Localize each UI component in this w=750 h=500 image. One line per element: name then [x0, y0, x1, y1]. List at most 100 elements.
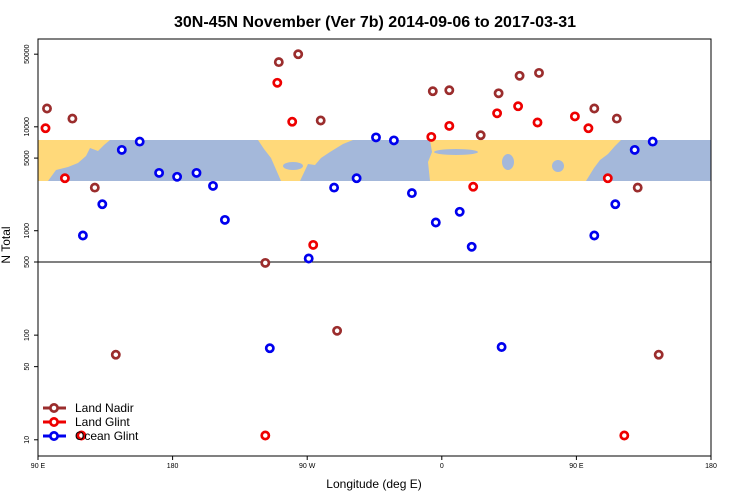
x-tick-label: 0	[440, 463, 444, 470]
x-tick-label: 180	[167, 463, 179, 470]
x-tick-label: 90 W	[299, 463, 316, 470]
y-tick-label: 50000	[24, 44, 31, 64]
chart-title: 30N-45N November (Ver 7b) 2014-09-06 to …	[174, 14, 576, 31]
legend-entry-land-glint: Land Glint	[43, 415, 130, 429]
y-tick-label: 10	[24, 436, 31, 444]
data-point	[532, 117, 543, 128]
map-island	[111, 154, 117, 162]
data-point	[134, 136, 145, 147]
data-point	[191, 167, 202, 178]
data-point	[208, 180, 218, 191]
y-axis-label: N Total	[0, 226, 13, 263]
data-point	[589, 230, 600, 241]
data-point	[647, 136, 658, 147]
data-point	[514, 70, 525, 81]
legend-label-ocean-glint: Ocean Glint	[75, 429, 139, 443]
plot-border	[37, 38, 712, 457]
map-sea	[552, 160, 564, 172]
legend-label-land-glint: Land Glint	[75, 415, 130, 429]
x-tick-label: 90 E	[31, 463, 46, 470]
x-tick-label: 90 E	[569, 463, 584, 470]
data-point	[444, 120, 455, 131]
y-tick-label: 500	[24, 256, 31, 268]
data-point	[602, 173, 613, 184]
data-point	[154, 167, 165, 178]
data-point	[260, 257, 271, 268]
legend-marker-ocean-glint	[49, 431, 59, 441]
legend-marker-land-glint	[49, 417, 59, 427]
series-ocean-glint	[77, 132, 658, 354]
data-point	[110, 349, 121, 360]
data-point	[534, 67, 544, 78]
data-point	[610, 199, 621, 210]
data-point	[260, 430, 271, 441]
data-point	[475, 130, 486, 141]
map-sea	[283, 162, 303, 170]
y-axis: 10 50 100 500 1000 5000 10000 50000	[24, 44, 38, 444]
data-point	[315, 115, 326, 126]
data-point	[264, 343, 275, 354]
data-point	[116, 144, 127, 155]
data-point	[332, 325, 343, 336]
data-point	[303, 253, 314, 264]
data-point	[67, 113, 78, 124]
data-point	[653, 349, 664, 360]
data-point	[172, 171, 183, 182]
map-sea	[502, 154, 514, 170]
x-axis-label: Longitude (deg E)	[326, 477, 421, 491]
y-tick-label: 100	[24, 329, 31, 341]
y-tick-label: 10000	[24, 117, 31, 137]
data-point	[466, 241, 477, 252]
map-land	[428, 140, 621, 181]
world-map-band	[38, 140, 711, 181]
data-point	[287, 116, 298, 127]
data-point	[629, 144, 640, 155]
data-point	[59, 173, 70, 184]
legend-marker-land-nadir	[49, 403, 59, 413]
data-point	[611, 113, 622, 124]
y-tick-label: 1000	[24, 223, 31, 239]
plot-frame	[37, 38, 712, 457]
data-point	[89, 182, 100, 193]
data-point	[371, 132, 381, 143]
data-point	[293, 49, 304, 60]
data-point	[444, 85, 455, 96]
data-point	[454, 206, 465, 217]
legend-entry-ocean-glint: Ocean Glint	[43, 429, 139, 443]
series-land-glint	[40, 77, 630, 441]
legend: Land Nadir Land Glint Ocean Glint	[43, 401, 139, 443]
data-point	[583, 123, 594, 134]
data-point	[329, 182, 340, 193]
legend-entry-land-nadir: Land Nadir	[43, 401, 134, 415]
data-point	[42, 103, 52, 114]
legend-label-land-nadir: Land Nadir	[75, 401, 134, 415]
series-land-nadir	[42, 49, 664, 360]
data-point	[40, 123, 51, 134]
data-point	[97, 199, 108, 210]
data-point	[619, 430, 630, 441]
data-point	[426, 131, 437, 142]
data-point	[632, 182, 643, 193]
map-island	[638, 156, 644, 164]
data-point	[427, 86, 438, 97]
map-land	[38, 140, 110, 181]
map-land	[258, 140, 353, 181]
data-point	[430, 217, 441, 228]
data-point	[351, 173, 362, 184]
data-point	[273, 57, 284, 68]
data-point	[513, 101, 524, 112]
x-tick-label: 180	[705, 463, 717, 470]
data-point	[492, 108, 503, 119]
data-point	[493, 88, 504, 99]
data-point	[468, 181, 479, 192]
data-point	[77, 230, 88, 241]
map-island	[644, 144, 652, 156]
y-tick-label: 50	[24, 363, 31, 371]
data-series	[40, 49, 664, 441]
data-point	[388, 135, 399, 146]
data-point	[308, 239, 319, 250]
data-point	[569, 111, 580, 122]
data-point	[219, 214, 230, 225]
